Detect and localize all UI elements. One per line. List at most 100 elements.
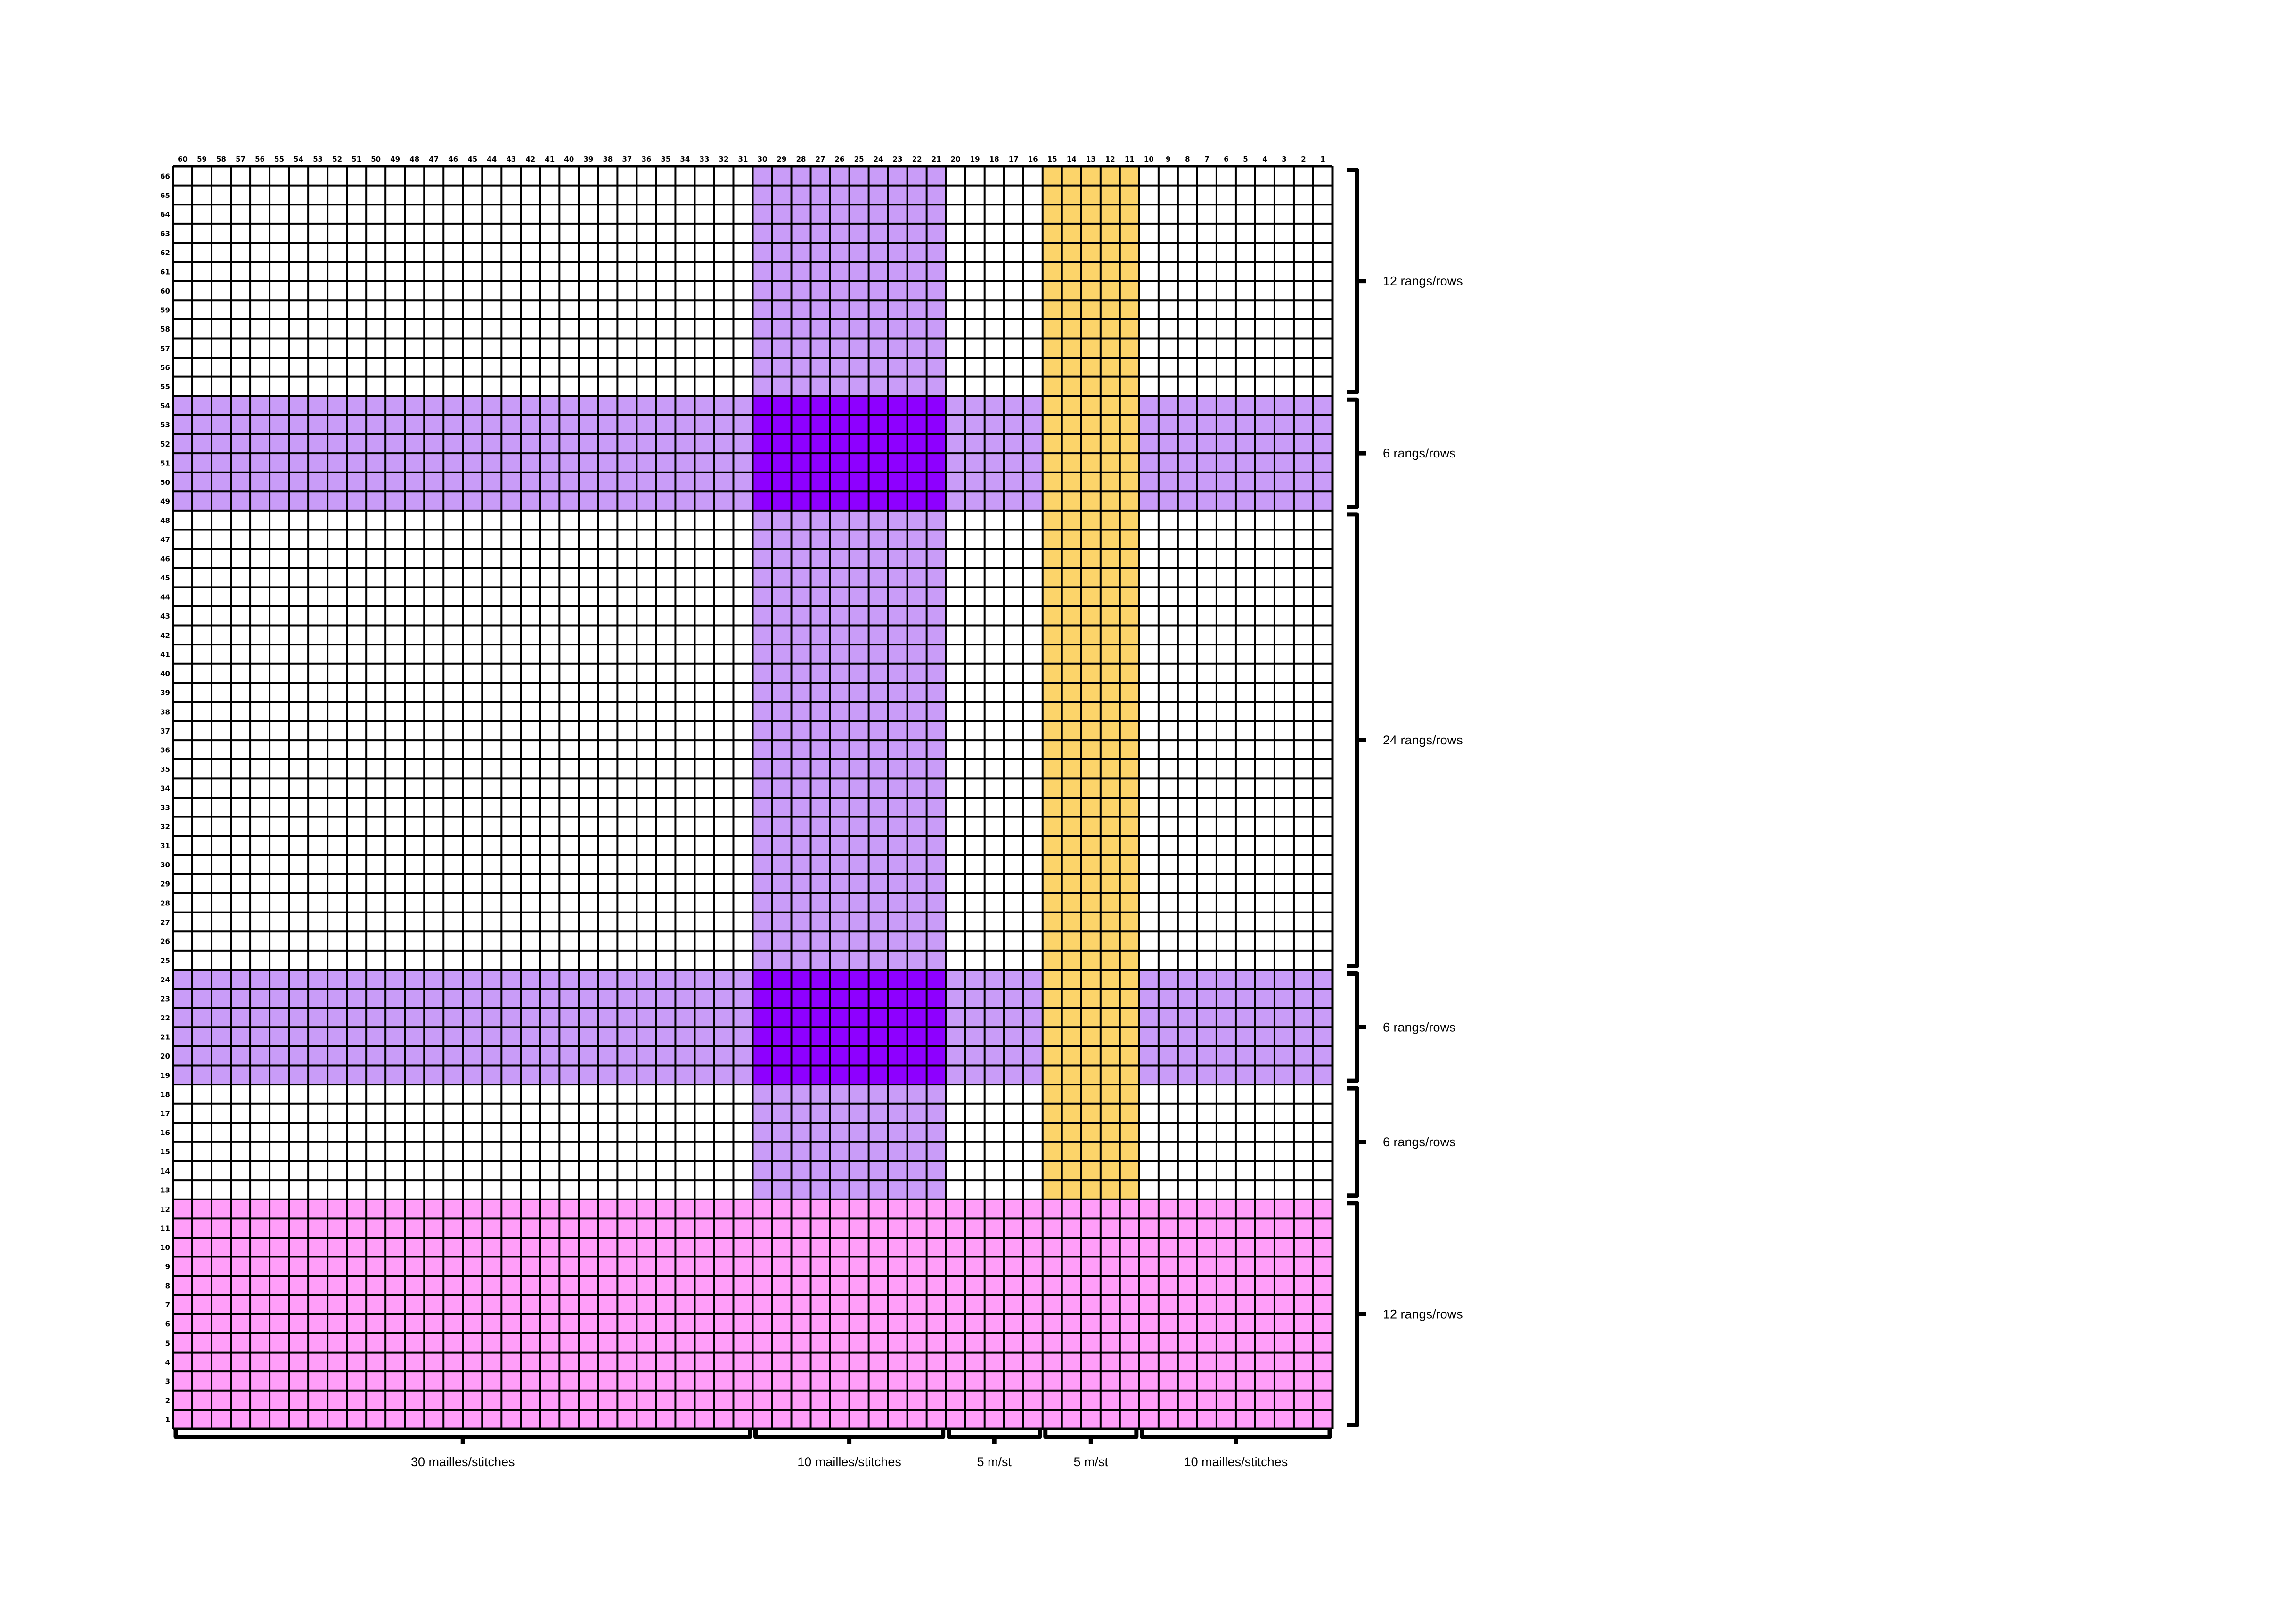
row-number: 29 [160,880,170,889]
row-bracket [1347,397,1366,509]
column-number: 43 [506,155,516,163]
column-number: 31 [738,155,748,163]
row-bracket-label: 6 rangs/rows [1383,446,1456,460]
column-number: 4 [1262,155,1267,163]
column-number: 23 [893,155,903,163]
row-bracket-label: 12 rangs/rows [1383,1307,1463,1321]
row-number: 53 [160,421,170,429]
column-number: 8 [1185,155,1190,163]
column-number: 39 [583,155,593,163]
row-number: 37 [160,727,170,735]
row-bracket-label: 12 rangs/rows [1383,274,1463,288]
row-number: 59 [160,306,170,315]
row-number: 66 [160,172,170,180]
column-number: 9 [1166,155,1170,163]
row-number: 64 [160,211,170,219]
column-number: 19 [970,155,980,163]
row-number: 58 [160,325,170,334]
row-number: 61 [160,268,170,276]
column-number: 1 [1320,155,1325,163]
row-number: 1 [165,1416,170,1424]
column-number: 7 [1204,155,1209,163]
column-bracket-label: 10 mailles/stitches [1184,1455,1288,1469]
row-number: 48 [160,516,170,525]
row-number: 39 [160,689,170,697]
column-number: 34 [680,155,690,163]
row-number: 56 [160,363,170,372]
row-number: 36 [160,746,170,754]
column-number: 59 [197,155,207,163]
row-number: 7 [165,1301,170,1309]
row-number: 12 [160,1205,170,1214]
column-number: 53 [313,155,323,163]
column-number: 25 [854,155,864,163]
row-number: 43 [160,612,170,620]
column-bracket [1140,1428,1332,1444]
column-bracket-label: 5 m/st [1074,1455,1109,1469]
row-number: 54 [160,402,170,410]
column-number: 3 [1282,155,1286,163]
row-number: 49 [160,498,170,506]
column-number: 57 [236,155,245,163]
column-number: 20 [951,155,961,163]
row-number: 38 [160,708,170,716]
row-number: 23 [160,995,170,1003]
row-bracket-label: 6 rangs/rows [1383,1135,1456,1149]
column-number: 40 [564,155,574,163]
row-number: 13 [160,1186,170,1194]
row-number: 10 [160,1243,170,1252]
column-number: 2 [1301,155,1306,163]
row-number: 24 [160,976,170,984]
column-number: 58 [216,155,226,163]
row-number: 60 [160,287,170,295]
row-number: 47 [160,536,170,544]
row-number: 18 [160,1090,170,1099]
row-number: 14 [160,1167,170,1175]
column-number: 36 [641,155,651,163]
column-number: 16 [1028,155,1038,163]
row-number: 50 [160,478,170,487]
column-number: 41 [545,155,555,163]
row-number: 57 [160,344,170,353]
row-number: 25 [160,956,170,965]
row-number: 20 [160,1052,170,1060]
column-number: 24 [874,155,883,163]
row-bracket [1347,971,1366,1083]
row-brackets: 12 rangs/rows 6 rangs/rows 24 rangs/rows 6 … [1347,168,1463,1427]
row-number: 19 [160,1071,170,1080]
row-number: 41 [160,650,170,659]
row-number: 45 [160,574,170,582]
column-numbers: 1234567891011121314151617181920212223242… [178,155,1325,163]
column-bracket-label: 5 m/st [977,1455,1012,1469]
row-bracket [1347,1201,1366,1427]
row-number: 2 [165,1396,170,1405]
row-numbers: 1234567891011121314151617181920212223242… [160,172,170,1424]
column-number: 55 [274,155,284,163]
column-number: 37 [622,155,632,163]
row-number: 32 [160,823,170,831]
column-brackets: 30 mailles/stitches 10 mailles/stitches 5 … [173,1428,1332,1469]
column-number: 46 [448,155,458,163]
column-number: 56 [255,155,265,163]
column-bracket-label: 10 mailles/stitches [797,1455,901,1469]
row-number: 28 [160,899,170,907]
row-bracket [1347,1086,1366,1198]
row-number: 44 [160,593,170,602]
column-bracket [753,1428,946,1444]
row-number: 16 [160,1129,170,1137]
row-number: 51 [160,459,170,467]
column-number: 28 [796,155,806,163]
column-number: 13 [1086,155,1096,163]
row-number: 42 [160,631,170,640]
row-bracket [1347,512,1366,968]
row-number: 33 [160,803,170,812]
column-number: 10 [1144,155,1154,163]
row-number: 65 [160,191,170,200]
column-bracket [947,1428,1042,1444]
column-number: 49 [390,155,400,163]
row-number: 31 [160,842,170,850]
column-number: 6 [1224,155,1228,163]
column-number: 50 [371,155,381,163]
column-number: 12 [1105,155,1115,163]
